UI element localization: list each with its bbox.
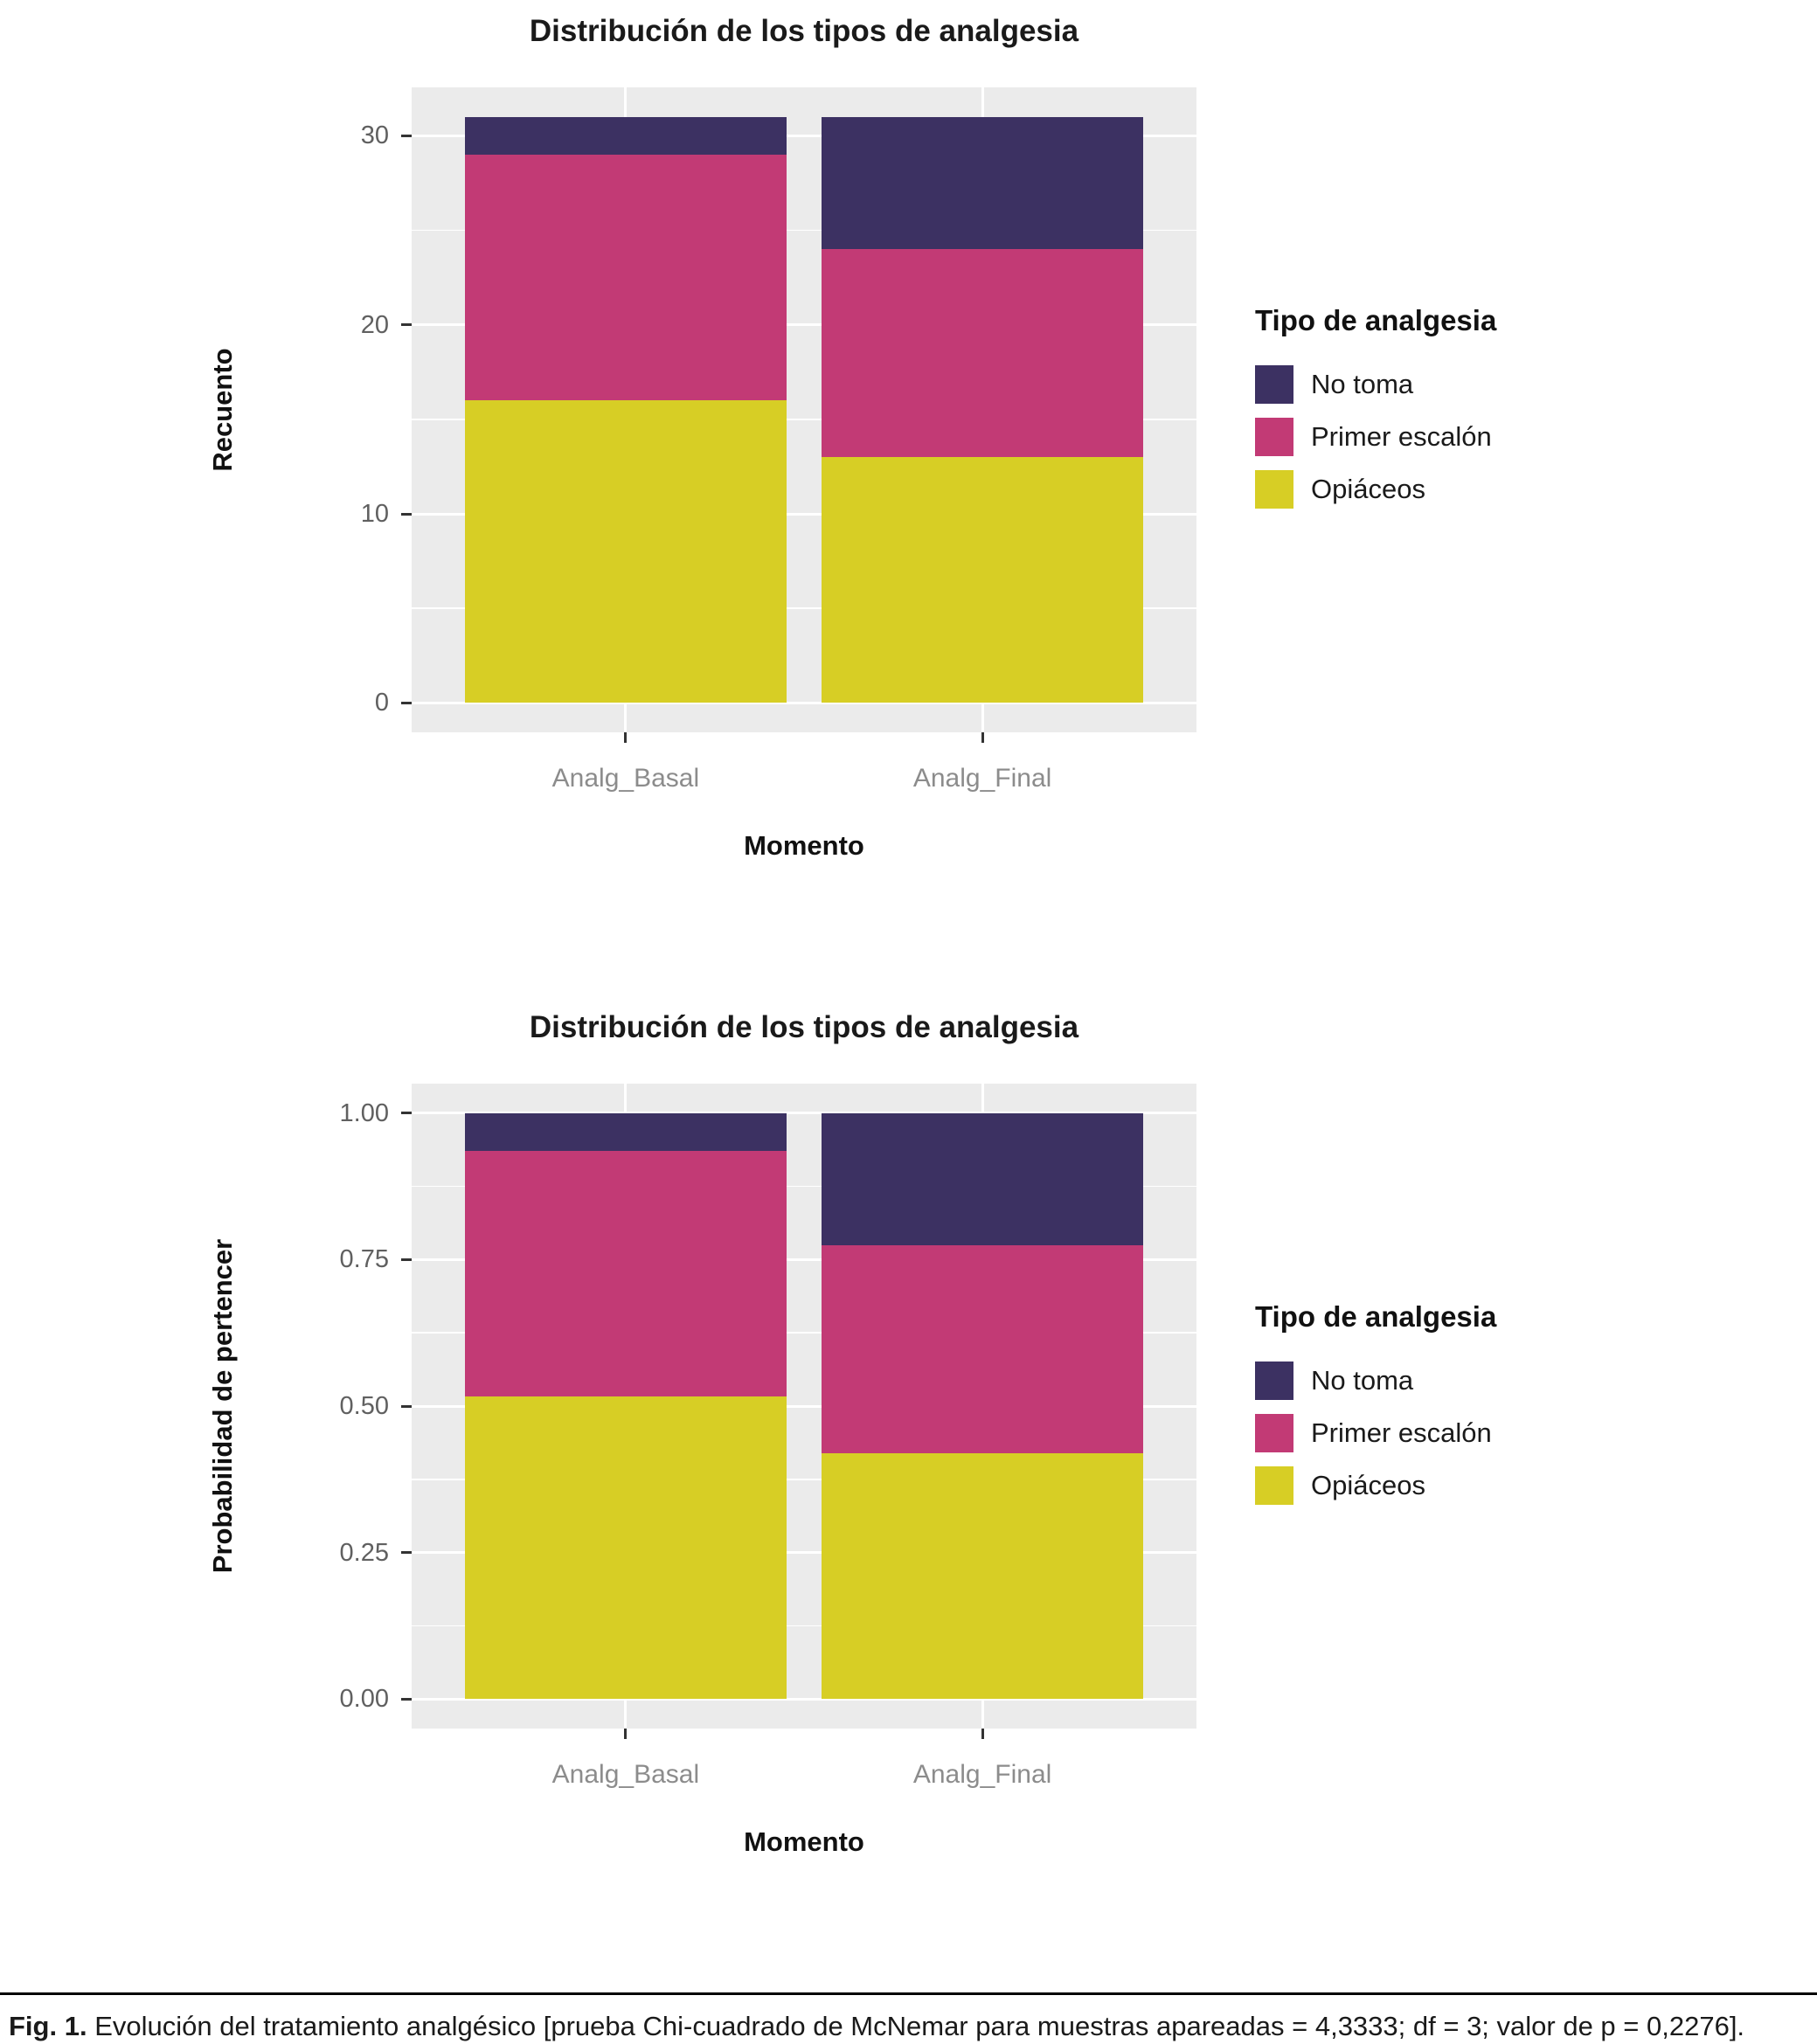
legend-key-no-toma (1255, 1362, 1293, 1400)
y-tick-mark (401, 323, 412, 327)
x-tick-mark (981, 1729, 984, 1739)
legend-key-opiaceos (1255, 1466, 1293, 1505)
major-gridline (412, 512, 1196, 516)
major-gridline (412, 1112, 1196, 1115)
legend-item-label: Primer escalón (1311, 1417, 1492, 1448)
figure-label: Fig. 1. (9, 2011, 87, 2041)
bar-segment-opiaceos (465, 1396, 787, 1700)
legend-key-primer-escalon (1255, 1414, 1293, 1452)
y-tick-mark (401, 701, 412, 704)
bar-segment-opiaceos (465, 400, 787, 703)
y-tick-label: 30 (360, 121, 389, 150)
bar-segment-no-toma (465, 116, 787, 155)
y-tick-mark (401, 1551, 412, 1555)
major-gridline (412, 323, 1196, 327)
plot-panel (412, 87, 1196, 732)
x-axis-title: Momento (744, 830, 864, 861)
x-tick-mark (624, 1729, 628, 1739)
major-gridline (412, 1551, 1196, 1555)
y-tick-label: 20 (360, 310, 389, 339)
legend: Tipo de analgesia No toma Primer escalón O… (1255, 1300, 1496, 1512)
x-tick-mark (981, 732, 984, 743)
bar-segment-opiaceos (822, 1453, 1143, 1700)
legend-key-primer-escalon (1255, 418, 1293, 456)
y-tick-mark (401, 1697, 412, 1701)
legend: Tipo de analgesia No toma Primer escalón O… (1255, 304, 1496, 516)
legend-item: Primer escalón (1255, 1407, 1496, 1459)
x-tick-mark (624, 732, 628, 743)
y-tick-mark (401, 134, 412, 137)
y-axis-title: Probabilidad de pertencer (207, 1238, 238, 1574)
minor-gridline (412, 607, 1196, 609)
legend-key-opiaceos (1255, 470, 1293, 509)
legend-item: Primer escalón (1255, 411, 1496, 463)
legend-key-no-toma (1255, 365, 1293, 404)
legend-item: No toma (1255, 1355, 1496, 1407)
y-tick-mark (401, 1258, 412, 1261)
legend-item: No toma (1255, 358, 1496, 411)
y-tick-mark (401, 1112, 412, 1115)
minor-gridline (412, 1625, 1196, 1627)
y-tick-label: 0.00 (339, 1685, 389, 1714)
y-tick-label: 0.75 (339, 1245, 389, 1274)
minor-gridline (412, 229, 1196, 232)
major-gridline (412, 701, 1196, 704)
y-axis-title: Recuento (207, 348, 238, 472)
minor-gridline (412, 1185, 1196, 1188)
x-axis-title: Momento (744, 1826, 864, 1857)
x-tick-label: Analg_Final (912, 764, 1052, 793)
x-tick-label: Analg_Basal (551, 764, 700, 793)
bar-segment-no-toma (822, 1112, 1143, 1246)
bar-segment-no-toma (465, 1112, 787, 1151)
y-tick-label: 1.00 (339, 1098, 389, 1127)
bar-segment-opiaceos (822, 457, 1143, 703)
y-tick-mark (401, 1404, 412, 1408)
legend-item-label: Opiáceos (1311, 1470, 1425, 1500)
major-gridline (412, 1697, 1196, 1701)
y-tick-label: 0 (374, 689, 389, 717)
legend-title: Tipo de analgesia (1255, 304, 1497, 336)
x-tick-label: Analg_Basal (551, 1760, 700, 1789)
legend-item: Opiáceos (1255, 1459, 1496, 1512)
count-chart: Distribución de los tipos de analgesia R… (0, 0, 1817, 970)
chart-title: Distribución de los tipos de analgesia (529, 14, 1079, 48)
bar-segment-primer-escalon (465, 154, 787, 401)
major-gridline (412, 1404, 1196, 1408)
minor-gridline (412, 1479, 1196, 1480)
legend-item-label: No toma (1311, 1365, 1414, 1396)
legend-title: Tipo de analgesia (1255, 1300, 1497, 1333)
legend-items: No toma Primer escalón Opiáceos (1255, 1355, 1496, 1512)
legend-item-label: Opiáceos (1311, 474, 1425, 504)
minor-gridline (412, 1332, 1196, 1334)
caption-text: Evolución del tratamiento analgésico [pr… (94, 2011, 1745, 2041)
chart-title: Distribución de los tipos de analgesia (529, 1010, 1079, 1044)
minor-gridline (412, 419, 1196, 420)
bar-segment-primer-escalon (822, 249, 1143, 458)
legend-items: No toma Primer escalón Opiáceos (1255, 358, 1496, 516)
legend-item-label: Primer escalón (1311, 421, 1492, 452)
plot-panel (412, 1084, 1196, 1729)
bar-segment-primer-escalon (822, 1245, 1143, 1454)
x-tick-label: Analg_Final (912, 1760, 1052, 1789)
probability-chart: Distribución de los tipos de analgesia P… (0, 996, 1817, 1966)
y-tick-label: 0.25 (339, 1538, 389, 1567)
bar-segment-no-toma (822, 116, 1143, 250)
y-tick-label: 0.50 (339, 1392, 389, 1420)
y-tick-mark (401, 512, 412, 516)
legend-item-label: No toma (1311, 369, 1414, 399)
major-gridline (412, 1258, 1196, 1261)
bar-segment-primer-escalon (465, 1150, 787, 1397)
legend-item: Opiáceos (1255, 463, 1496, 516)
y-tick-label: 10 (360, 500, 389, 529)
major-gridline (412, 134, 1196, 137)
figure-caption: Fig. 1. Evolución del tratamiento analgé… (0, 1992, 1817, 2044)
